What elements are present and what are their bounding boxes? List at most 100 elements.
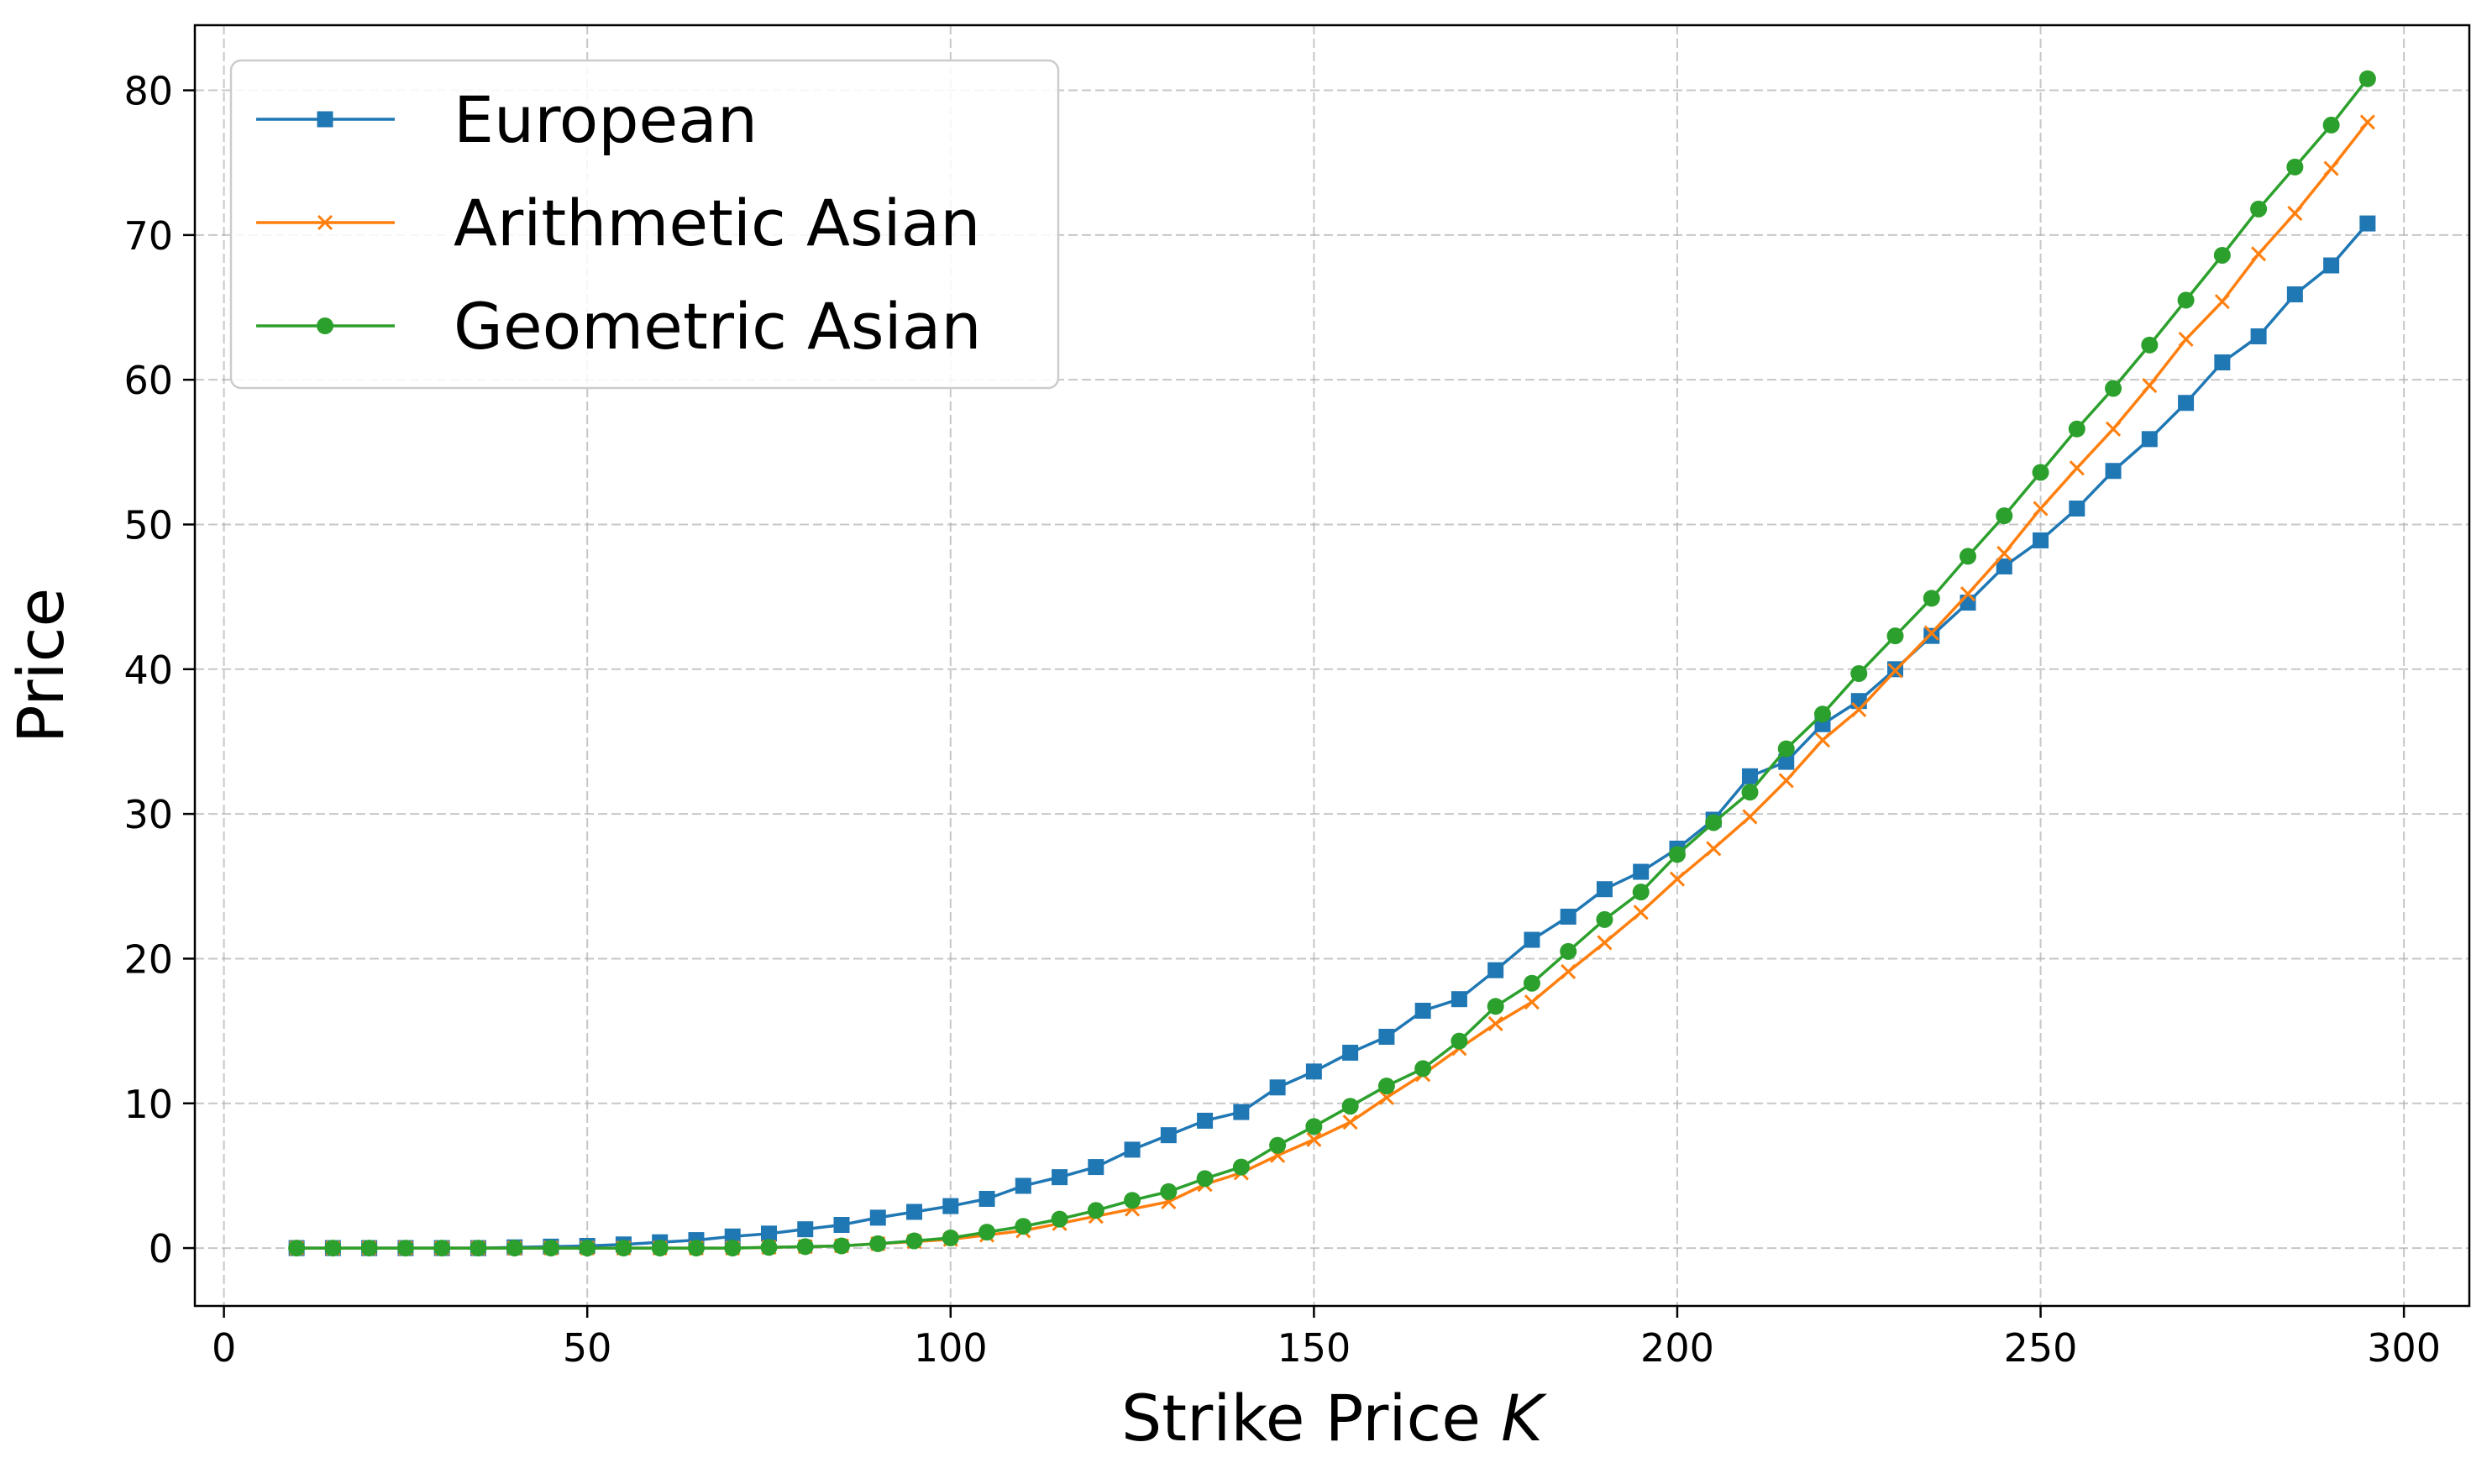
legend-swatch-marker [317,111,333,128]
data-point [1087,1202,1104,1219]
ticks: 0 50 100 150 200 250 300 0 10 20 30 40 50 60 70 80 [123,69,2441,1371]
y-tick-label: 0 [149,1226,173,1272]
data-point [1560,908,1577,925]
data-point [1632,884,1650,901]
data-point [1124,1141,1141,1158]
data-point [1377,1078,1395,1095]
data-point [1959,595,1976,611]
data-point [1487,1015,1503,1032]
x-axis-label: Strike Price K [1121,1381,1547,1455]
x-tick-label: 250 [2004,1325,2078,1371]
x-tick-label: 300 [2367,1325,2441,1371]
data-point [2106,421,2122,437]
data-point [760,1225,777,1242]
data-point [1523,974,1540,992]
series-line [296,77,2369,1250]
data-point [1706,841,1722,857]
data-point [1813,705,1831,723]
data-point [2214,354,2231,370]
data-point [1561,963,1577,980]
data-point [1850,664,1868,682]
data-point [1996,558,2012,574]
data-point [724,1228,741,1245]
y-tick-label: 70 [123,213,173,259]
data-point [1341,1098,1359,1115]
data-point [1778,753,1795,770]
data-point [1850,693,1867,710]
legend-swatch-marker [317,214,333,231]
data-point [506,1240,523,1257]
data-point [1923,625,1939,641]
data-point [1524,994,1540,1010]
data-point [396,1240,414,1257]
data-point [2178,331,2194,347]
data-point [651,1240,669,1257]
y-tick-label: 80 [123,69,173,114]
data-point [2323,257,2340,274]
data-point [869,1235,887,1252]
data-point [2286,286,2303,303]
data-point [1015,1218,1032,1235]
data-point [942,1230,959,1247]
x-tick-label: 50 [563,1325,612,1371]
data-point [1597,935,1613,951]
x-tick-label: 200 [1640,1325,1714,1371]
data-point [2213,246,2231,264]
data-point [433,1240,451,1257]
data-point [1414,1060,1432,1078]
data-point [1124,1192,1141,1209]
data-point [2322,116,2340,134]
data-point [797,1221,814,1238]
data-point [905,1232,923,1250]
data-point [1996,545,2012,562]
data-point [1923,590,1940,607]
data-point [1596,910,1613,928]
data-point [1560,942,1577,960]
data-point [724,1240,742,1257]
legend-entry: European [256,82,758,157]
data-point [942,1198,959,1214]
data-point [542,1240,559,1257]
data-point [1851,701,1867,718]
series-line [296,222,2369,1250]
y-tick-label: 50 [123,502,173,548]
data-point [1196,1170,1214,1188]
data-point [1959,586,1976,602]
data-point [869,1209,886,1226]
data-point [1633,863,1650,880]
legend-label: Geometric Asian [454,289,981,364]
data-point [1305,1063,1322,1080]
data-point [1342,1114,1358,1130]
data-point [2286,158,2304,176]
data-point [1306,1131,1322,1147]
x-axis-label-variable: K [1501,1381,1547,1455]
data-point [833,1217,850,1234]
data-point [1886,627,1904,645]
data-point [615,1240,632,1257]
data-point [1705,814,1723,831]
data-point [2105,463,2122,480]
data-point [978,1190,995,1207]
data-point [2287,205,2303,222]
data-point [1923,627,1940,644]
data-point [2105,380,2122,397]
data-point [1742,809,1758,825]
data-point [1814,732,1831,748]
data-point [1051,1210,1068,1228]
plot-frame [193,24,2471,1308]
legend-label: Arithmetic Asian [454,186,980,260]
data-point [360,1240,378,1257]
data-point [2069,460,2085,476]
data-point [2033,532,2049,548]
data-point [1959,548,1977,565]
data-point [1015,1177,1031,1194]
data-point [2141,336,2159,354]
data-point [2033,501,2049,517]
data-point [1233,1104,1250,1120]
data-point [687,1240,705,1257]
data-point [2358,70,2376,87]
data-point [1996,507,2013,525]
data-point [1668,846,1686,863]
data-point [2141,431,2158,448]
